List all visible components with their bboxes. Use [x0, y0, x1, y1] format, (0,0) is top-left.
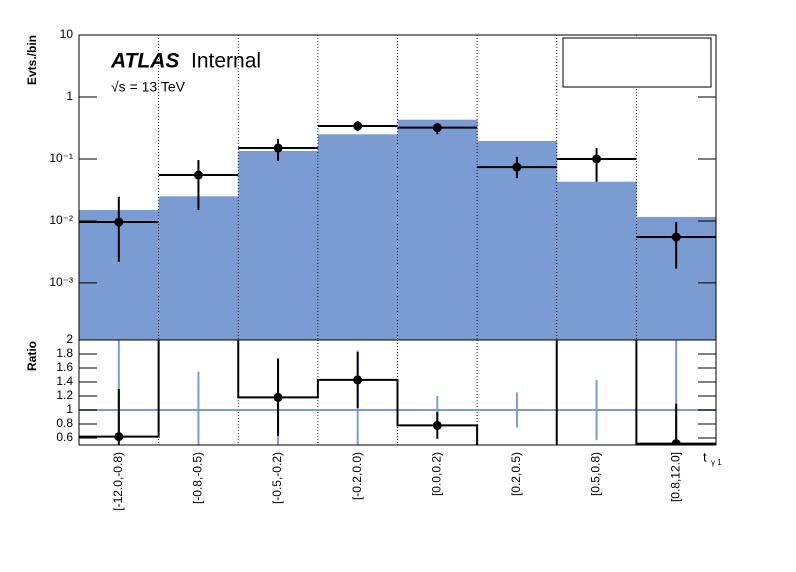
- vr-point: [432, 123, 442, 133]
- x-tick-label: [-0.8,-0.5): [191, 452, 205, 504]
- vr-point: [193, 170, 203, 180]
- y-tick-label: 1.2: [56, 388, 73, 402]
- y-tick-label: 1.8: [56, 346, 73, 360]
- vr-point: [114, 217, 124, 227]
- y-tick-label: 10⁻³: [49, 275, 73, 289]
- energy-label: √s = 13 TeV: [111, 79, 186, 95]
- x-tick-label: [0.2,0.5): [509, 452, 523, 496]
- x-tick-label: [-0.5,-0.2): [270, 452, 284, 504]
- cr-bar: [397, 119, 478, 340]
- x-tick-label: [-12.0,-0.8): [111, 452, 125, 511]
- vr-point: [353, 121, 363, 131]
- ratio-point: [671, 439, 681, 445]
- x-tick-label: [0.5,0.8): [589, 452, 603, 496]
- y-tick-label: 10: [60, 27, 74, 41]
- y-tick-label: 1: [66, 89, 73, 103]
- ratio-point: [114, 432, 124, 442]
- x-tick-label: [0.8,12.0]: [668, 452, 682, 502]
- legend: [562, 37, 712, 88]
- x-tick-label: [0.0,0.2): [429, 452, 443, 496]
- cr-bar: [556, 181, 637, 340]
- y-tick-label: 1: [66, 402, 73, 416]
- ratio-point: [273, 392, 283, 402]
- ratio-frame: [78, 339, 717, 446]
- top-plot: [79, 35, 716, 340]
- vr-point: [273, 143, 283, 153]
- y-axis-title: Evts./bin: [25, 35, 39, 85]
- vr-point: [671, 232, 681, 242]
- cr-bar: [238, 150, 319, 340]
- ratio-point: [432, 420, 442, 430]
- y-tick-label: 1.4: [56, 374, 73, 388]
- y-tick-label: 2: [66, 332, 73, 346]
- x-axis-title: t: [703, 449, 707, 464]
- y-tick-label: 0.8: [56, 416, 73, 430]
- x-axis-title-sub: γ 1: [711, 458, 722, 467]
- ratio-plot: [79, 340, 716, 445]
- atlas-label: ATLAS: [110, 50, 179, 73]
- vr-point: [512, 162, 522, 172]
- cr-bar: [158, 196, 239, 340]
- y-tick-label: 1.6: [56, 360, 73, 374]
- y-tick-label: 10⁻¹: [49, 151, 73, 165]
- vr-point: [592, 154, 602, 164]
- ratio-axis-title: Ratio: [25, 341, 39, 371]
- ratio-step: [79, 340, 716, 445]
- status-label: Internal: [191, 50, 261, 73]
- cr-bar: [317, 134, 398, 340]
- y-tick-label: 10⁻²: [49, 213, 73, 227]
- ratio-point: [353, 375, 363, 385]
- x-tick-label: [-0.2,0.0): [350, 452, 364, 500]
- y-tick-label: 0.6: [56, 430, 73, 444]
